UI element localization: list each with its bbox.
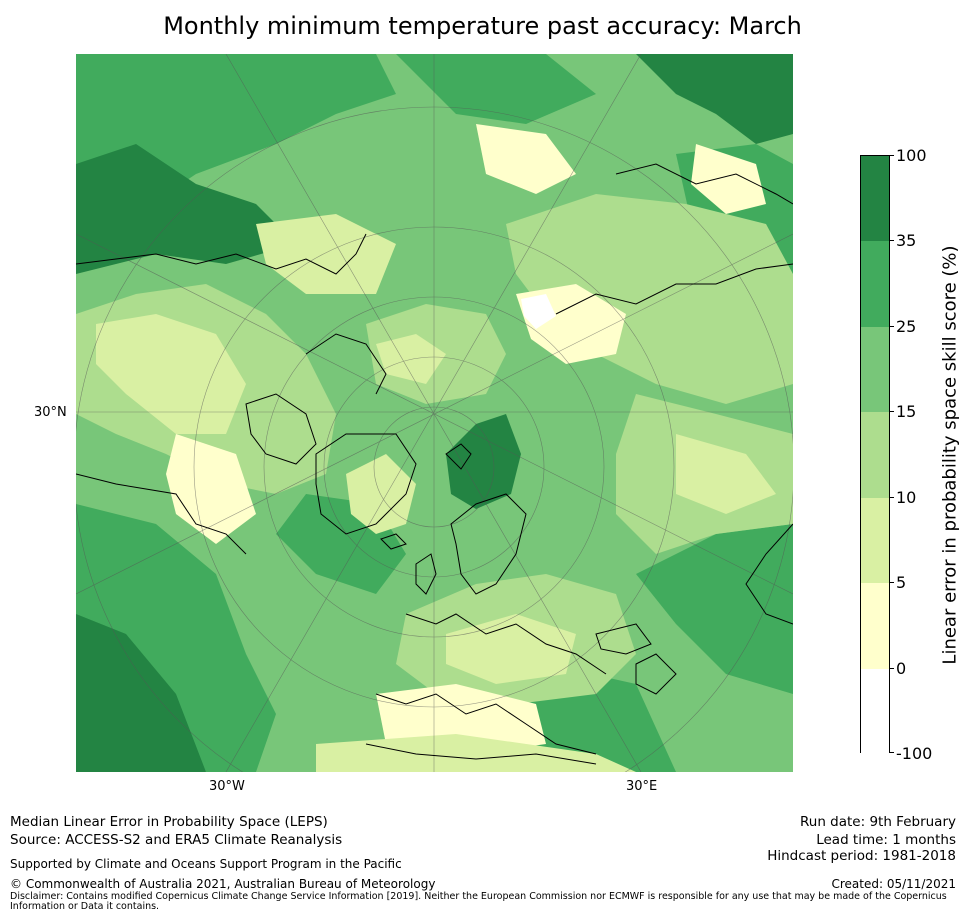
- skill-region-sw-ocean: [76, 504, 276, 772]
- skill-region-mediterranean-pale: [376, 684, 546, 754]
- footer-disclaimer: Disclaimer: Contains modified Copernicus…: [10, 891, 947, 912]
- coastline-alaska: [76, 233, 367, 275]
- colorbar-label: Linear error in probability space skill …: [939, 245, 961, 665]
- footer-hindcast: Hindcast period: 1981-2018: [767, 848, 956, 864]
- skill-region-us-pale: [166, 434, 256, 544]
- colorbar-segment-0-5: [861, 583, 889, 669]
- skill-region-central-pale: [476, 124, 576, 194]
- skill-region-ne-dark: [636, 54, 793, 144]
- skill-region-nw-dark: [76, 144, 296, 274]
- coastline-siberia: [555, 263, 793, 315]
- skill-region-east-pale: [691, 144, 766, 214]
- coastline-hudson-bay: [245, 393, 317, 465]
- coastline-north-africa: [365, 743, 597, 765]
- coastlines: [76, 163, 793, 765]
- footer-run-date: Run date: 9th February: [799, 814, 956, 830]
- skill-region-europe-light: [446, 614, 576, 684]
- footer-source: Source: ACCESS-S2 and ERA5 Climate Reana…: [10, 832, 343, 848]
- skill-region-canada-light: [96, 314, 246, 434]
- polar-skill-map[interactable]: [76, 54, 793, 772]
- colorbar-segment-10-15: [861, 412, 889, 498]
- colorbar-segment-25-35: [861, 241, 889, 327]
- coastline-kamchatka: [745, 523, 793, 625]
- skill-region-north-africa: [316, 734, 636, 772]
- skill-region-arctic-dark: [446, 414, 521, 509]
- colorbar: [860, 155, 890, 754]
- coastline-mediterranean: [375, 693, 597, 755]
- skill-region-sw-dark: [76, 614, 206, 772]
- coastline-canada-east: [305, 333, 387, 395]
- colorbar-tickmark: [889, 668, 894, 669]
- colorbar-segment-15-25: [861, 327, 889, 412]
- colorbar-tick-label: -100: [896, 744, 933, 763]
- colorbar-tick-label: 15: [896, 402, 917, 421]
- colorbar-tick-label: 5: [896, 573, 907, 592]
- coastline-uk: [415, 553, 437, 595]
- graticule-meridian-diag-b: [225, 54, 642, 772]
- graticule: [76, 54, 793, 772]
- coastline-caspian: [635, 653, 677, 695]
- map-title: Monthly minimum temperature past accurac…: [163, 12, 802, 40]
- coastline-canada-west: [76, 473, 247, 555]
- skill-region-nw-ocean: [76, 54, 396, 254]
- footer-method: Median Linear Error in Probability Space…: [10, 814, 328, 830]
- graticule-meridian-diag-d: [76, 233, 793, 595]
- colorbar-tickmark: [889, 582, 894, 583]
- skill-region-siberia: [506, 194, 793, 404]
- colorbar-tick-label: 35: [896, 231, 917, 250]
- colorbar-tickmark: [889, 240, 894, 241]
- lon-label-30e: 30°E: [626, 779, 658, 794]
- coastline-europe: [405, 613, 607, 675]
- colorbar-tick-label: 100: [896, 146, 927, 165]
- lon-label-30w: 30°W: [209, 779, 245, 794]
- skill-region-asia-light: [676, 434, 776, 514]
- skill-region-se-ocean: [636, 524, 793, 694]
- coastline-greenland: [315, 433, 417, 535]
- footer-copyright: © Commonwealth of Australia 2021, Austra…: [10, 877, 436, 891]
- lat-label-30n: 30°N: [34, 405, 67, 420]
- coastline-svalbard: [445, 443, 472, 470]
- coastline-iceland: [380, 533, 407, 550]
- coastline-east-siberia: [615, 163, 793, 205]
- colorbar-tickmark: [889, 411, 894, 412]
- skill-region-arctic-light: [376, 334, 446, 384]
- colorbar-tick-label: 25: [896, 317, 917, 336]
- colorbar-segment-35-100: [861, 156, 889, 241]
- footer-created: Created: 05/11/2021: [831, 877, 956, 891]
- skill-region-siberia-white: [521, 294, 556, 329]
- colorbar-tickmark: [889, 497, 894, 498]
- footer-support: Supported by Climate and Oceans Support …: [10, 857, 402, 871]
- colorbar-tickmark: [889, 752, 894, 753]
- colorbar-tick-label: 10: [896, 488, 917, 507]
- coastline-black-sea: [595, 623, 652, 655]
- colorbar-tick-label: 0: [896, 659, 907, 678]
- coastline-scandinavia: [450, 493, 527, 595]
- colorbar-tickmark: [889, 155, 894, 156]
- footer-lead-time: Lead time: 1 months: [816, 832, 956, 848]
- colorbar-segment-neg100-0: [861, 669, 889, 754]
- skill-region-n-ocean: [396, 54, 596, 124]
- colorbar-segment-5-10: [861, 498, 889, 583]
- colorbar-tickmark: [889, 326, 894, 327]
